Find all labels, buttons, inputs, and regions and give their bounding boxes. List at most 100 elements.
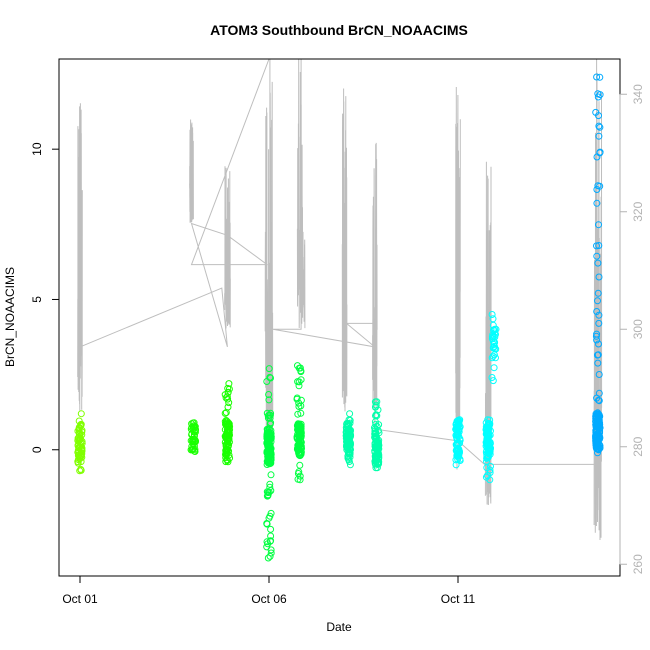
scatter-point: [482, 426, 490, 434]
scatter-point: [344, 426, 352, 434]
scatter-point: [188, 420, 196, 428]
scatter-point: [225, 423, 233, 431]
scatter-point: [224, 403, 232, 411]
scatter-point: [225, 399, 233, 407]
scatter-point: [224, 426, 232, 434]
scatter-point: [595, 319, 603, 327]
x-axis-label: Date: [326, 620, 352, 634]
y2-tick-label: 280: [631, 436, 645, 456]
scatter-point: [456, 424, 463, 432]
scatter-point: [296, 364, 304, 372]
overlay-burst-3: [264, 59, 274, 458]
scatter-point: [295, 446, 303, 453]
y-axis: 0 5 10: [30, 142, 60, 453]
scatter-point: [267, 525, 275, 533]
overlay-connector-line: [79, 59, 595, 465]
scatter-point: [190, 431, 198, 439]
y2-tick-label: 320: [631, 201, 645, 221]
scatter-point: [293, 394, 301, 402]
scatter-point: [78, 444, 86, 452]
scatter-point: [224, 395, 232, 403]
scatter-point: [78, 426, 86, 434]
scatter-point: [297, 402, 305, 410]
scatter-point: [593, 308, 601, 315]
scatter-point: [267, 374, 274, 382]
scatter-point: [454, 420, 462, 428]
scatter-point: [483, 464, 491, 472]
scatter-point: [593, 73, 601, 81]
scatter-point: [77, 466, 85, 474]
scatter-point: [344, 454, 352, 462]
scatter-point: [594, 259, 602, 267]
scatter-point: [221, 409, 229, 417]
scatter-point: [594, 359, 602, 367]
scatter-point: [222, 458, 230, 466]
scatter-point: [265, 425, 273, 433]
x-tick-label: Oct 01: [62, 592, 98, 606]
scatter-point: [224, 435, 232, 442]
scatter-point: [266, 552, 274, 560]
scatter-point: [594, 351, 602, 359]
scatter-point: [592, 332, 600, 340]
scatter-point: [595, 311, 603, 319]
scatter-point: [267, 549, 275, 557]
scatter-point: [265, 391, 273, 398]
scatter-point: [225, 385, 233, 393]
scatter-point: [263, 409, 271, 417]
scatter-point: [266, 512, 274, 520]
scatter-point: [225, 451, 233, 459]
scatter-point: [596, 91, 604, 99]
scatter-point: [490, 339, 498, 347]
scatter-point: [224, 440, 232, 448]
scatter-series-9: [488, 311, 500, 385]
scatter-point: [267, 532, 275, 540]
x-tick-label: Oct 11: [441, 592, 476, 606]
x-tick-label: Oct 06: [251, 592, 287, 606]
scatter-point: [455, 417, 463, 425]
scatter-point: [263, 520, 271, 527]
scatter-point: [595, 397, 603, 405]
y-tick-label: 0: [30, 446, 44, 453]
scatter-point: [593, 186, 601, 193]
scatter-point: [75, 453, 83, 461]
y2-tick-label: 340: [631, 84, 645, 104]
scatter-point: [483, 472, 491, 480]
scatter-point: [594, 297, 601, 305]
scatter-point: [74, 437, 82, 444]
scatter-point: [295, 382, 303, 390]
scatter-point: [264, 489, 272, 497]
scatter-point: [489, 321, 497, 329]
scatter-point: [595, 122, 603, 130]
y-tick-label: 5: [30, 296, 44, 303]
scatter-point: [492, 354, 499, 362]
scatter-point: [265, 365, 273, 373]
scatter-point: [346, 439, 353, 447]
scatter-point: [187, 446, 195, 454]
scatter-point: [454, 453, 462, 461]
scatter-point: [482, 448, 490, 456]
scatter-point: [264, 554, 272, 562]
scatter-point: [489, 377, 497, 385]
scatter-point: [265, 396, 273, 404]
scatter-point: [594, 289, 602, 297]
scatter-point: [596, 73, 604, 81]
scatter-point: [294, 410, 302, 418]
scatter-point: [596, 149, 604, 157]
scatter-series-3: [263, 365, 275, 562]
scatter-point: [346, 410, 354, 418]
y2-axis: 260 280 300 320 340: [619, 84, 645, 574]
scatter-point: [595, 242, 603, 249]
scatter-point: [294, 430, 302, 438]
scatter-point: [490, 327, 498, 334]
scatter-point: [373, 460, 381, 467]
scatter-point: [375, 429, 383, 437]
scatter-point: [293, 434, 301, 442]
scatter-series-5: [342, 410, 355, 469]
scatter-series-7: [452, 416, 464, 469]
scatter-point: [296, 461, 304, 469]
scatter-point: [453, 447, 461, 455]
scatter-point: [488, 374, 496, 381]
chart-title: ATOM3 Southbound BrCN_NOAACIMS: [210, 22, 468, 38]
y-tick-label: 10: [30, 142, 44, 156]
scatter-point: [483, 436, 491, 444]
